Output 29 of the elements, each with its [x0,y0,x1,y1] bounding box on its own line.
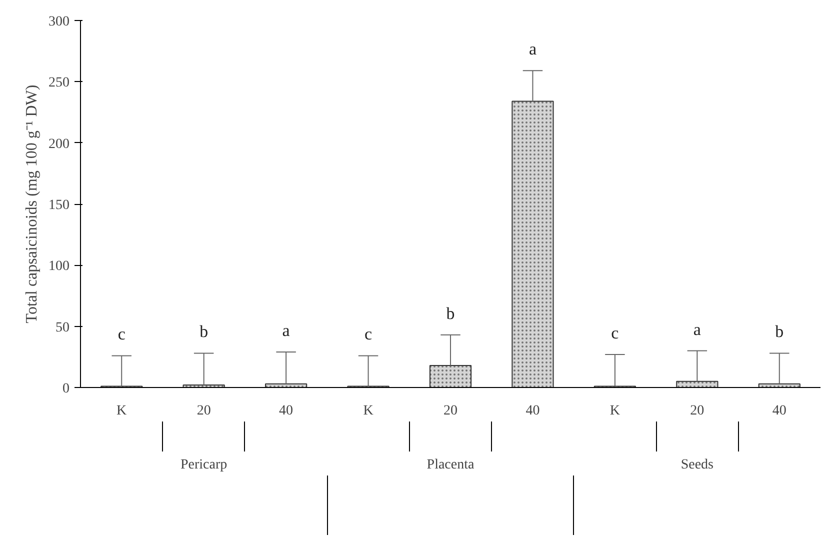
x-tick-label: 20 [444,404,458,418]
x-tick-label: 20 [690,404,704,418]
text: Pericarp [180,458,228,472]
x-tick-label: 40 [526,404,540,418]
data-label: c [611,323,620,342]
x-tick-label: 40 [772,404,786,418]
data-label: a [528,40,537,59]
x-tick-label: K [610,404,620,418]
y-axis-title: Total capsaicinoids (mg 100 g⁻¹ DW) [24,84,40,324]
y-tick-label: 50 [56,320,70,336]
x-tick-label: K [363,404,374,418]
y-tick-label: 0 [62,382,70,396]
data-label: b [200,322,208,342]
y-tick-label: 100 [48,259,70,274]
text: Placenta [426,458,475,472]
y-tick-label: 300 [48,14,70,30]
data-label: b [446,304,455,323]
text: Seeds [680,458,714,472]
x-tick-label: 40 [279,404,294,418]
y-tick-label: 150 [48,198,70,213]
data-label: c [364,324,373,344]
data-label: a [282,321,290,340]
x-tick-label: 20 [196,404,211,418]
data-label: c [118,324,126,344]
y-tick-label: 200 [48,136,70,152]
data-label: b [775,322,784,342]
y-tick-label: 250 [48,76,70,91]
data-label: a [693,320,702,339]
x-tick-label: K [116,404,127,418]
